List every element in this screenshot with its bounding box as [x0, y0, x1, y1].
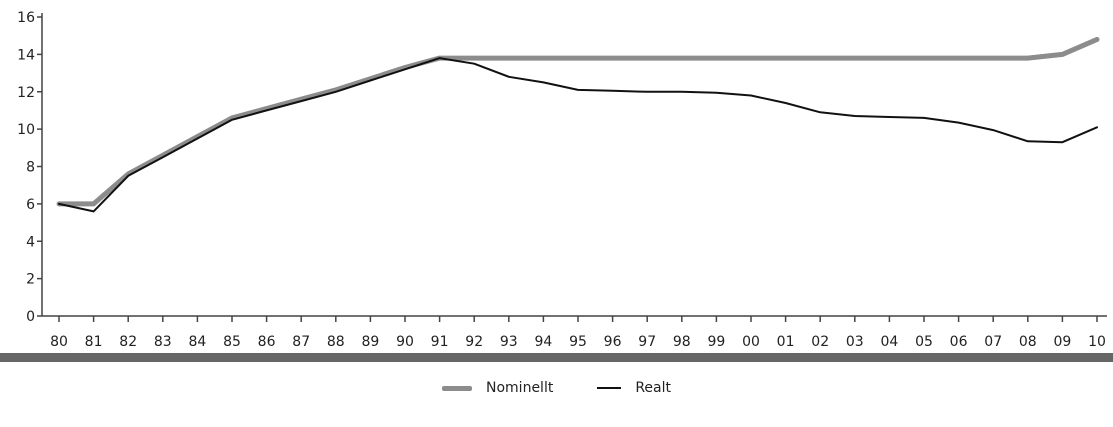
x-tick-label: 91: [431, 334, 449, 350]
x-tick-label: 10: [1088, 334, 1106, 350]
x-tick-label: 93: [500, 334, 518, 350]
y-tick-label: 6: [26, 197, 35, 213]
x-tick-label: 98: [673, 334, 691, 350]
x-tick-label: 96: [604, 334, 622, 350]
x-tick-label: 88: [327, 334, 345, 350]
y-axis: 0 2 4 6 8 10 12 14 16: [17, 10, 43, 325]
x-tick-label: 84: [188, 334, 206, 350]
legend-label-real: Realt: [635, 380, 671, 396]
y-tick-label: 2: [26, 272, 35, 288]
legend-swatch-nominal: [442, 385, 472, 391]
series-lines: [56, 36, 1100, 213]
x-tick-label: 02: [811, 334, 829, 350]
x-tick-label: 81: [85, 334, 103, 350]
legend: Nominellt Realt: [0, 376, 1113, 400]
y-tick-label: 10: [17, 122, 35, 138]
legend-item-nominal: Nominellt: [442, 380, 553, 396]
x-tick-label: 82: [119, 334, 137, 350]
x-tick-label: 03: [846, 334, 864, 350]
x-tick-label: 04: [880, 334, 898, 350]
legend-item-real: Realt: [597, 380, 671, 396]
y-tick-label: 4: [26, 234, 35, 250]
x-tick-label: 86: [258, 334, 276, 350]
x-tick-label: 83: [154, 334, 172, 350]
y-tick-label: 14: [17, 47, 35, 63]
series-line-realt: [58, 57, 1098, 213]
x-tick-label: 87: [292, 334, 310, 350]
y-tick-label: 16: [17, 10, 35, 26]
x-tick-label: 00: [742, 334, 760, 350]
x-tick-label: 07: [984, 334, 1002, 350]
bottom-divider-bar: [0, 353, 1113, 362]
x-tick-label: 97: [638, 334, 656, 350]
series-line-nominellt: [56, 36, 1100, 207]
x-tick-label: 80: [50, 334, 68, 350]
x-tick-label: 09: [1053, 334, 1071, 350]
x-axis: 80 81 82 83 84 85 86 87 88 89 90 91 92 93 94 95 96 97 98 99…: [42, 315, 1107, 350]
x-tick-label: 89: [361, 334, 379, 350]
x-tick-label: 01: [777, 334, 795, 350]
x-tick-label: 99: [707, 334, 725, 350]
x-tick-label: 94: [534, 334, 552, 350]
x-tick-label: 92: [465, 334, 483, 350]
y-tick-label: 8: [26, 160, 35, 176]
x-tick-label: 95: [569, 334, 587, 350]
x-tick-label: 85: [223, 334, 241, 350]
x-tick-label: 08: [1019, 334, 1037, 350]
legend-label-nominal: Nominellt: [486, 380, 554, 396]
x-tick-label: 05: [915, 334, 933, 350]
y-tick-label: 12: [17, 85, 35, 101]
legend-swatch-real: [597, 387, 622, 389]
y-tick-label: 0: [26, 309, 35, 325]
x-tick-label: 90: [396, 334, 414, 350]
x-tick-label: 06: [950, 334, 968, 350]
